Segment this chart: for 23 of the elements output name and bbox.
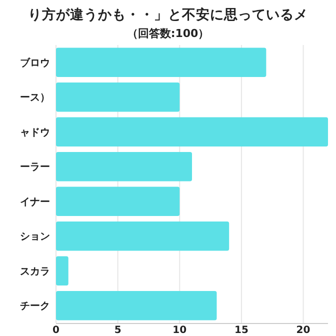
bar	[56, 256, 68, 286]
y-tick-label: スカラ	[20, 266, 50, 278]
bar	[56, 291, 217, 320]
y-tick-label: ション	[20, 232, 50, 243]
x-tick-label: 5	[114, 325, 122, 336]
chart-subtitle: （回答数:100）	[126, 27, 210, 40]
y-tick-label: イナー	[20, 196, 50, 208]
y-tick-label: ブロウ	[20, 56, 50, 69]
x-tick-label: 15	[234, 325, 248, 336]
x-tick-label: 20	[296, 325, 310, 336]
bar	[56, 48, 266, 77]
bar	[56, 117, 328, 146]
y-tick-label: ーラー	[20, 162, 50, 174]
y-tick-label: チーク	[20, 301, 50, 312]
y-tick-label: ース）	[20, 92, 50, 104]
chart-title: り方が違うかも・・」と不安に思っているメ	[28, 6, 308, 23]
bar	[56, 222, 230, 251]
x-tick-label: 0	[52, 325, 60, 336]
x-tick-label: 10	[172, 325, 187, 336]
bar	[56, 82, 180, 112]
y-tick-label: ャドウ	[20, 127, 50, 138]
bar	[56, 186, 180, 216]
bar	[56, 152, 192, 182]
